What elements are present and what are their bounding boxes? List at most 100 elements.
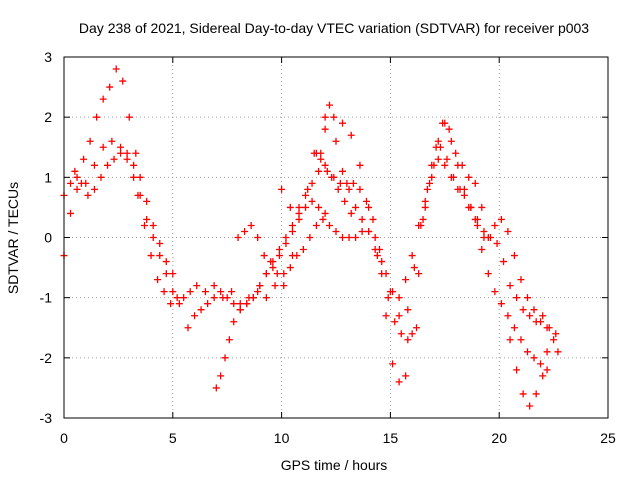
data-point <box>454 185 462 193</box>
data-point <box>526 312 534 320</box>
data-point <box>336 179 344 187</box>
data-point <box>334 185 342 193</box>
data-point <box>149 221 157 229</box>
data-point <box>143 215 151 223</box>
data-point <box>330 173 338 181</box>
data-point <box>156 240 164 248</box>
x-tick-label: 5 <box>169 430 177 446</box>
data-point <box>110 155 118 163</box>
data-point <box>415 221 423 229</box>
data-point <box>117 143 125 151</box>
data-point <box>517 336 525 344</box>
data-point <box>452 149 460 157</box>
x-tick-label: 0 <box>60 430 68 446</box>
data-point <box>93 113 101 121</box>
data-point <box>249 294 257 302</box>
data-point <box>123 149 131 157</box>
data-point <box>382 270 390 278</box>
data-point <box>275 252 283 260</box>
data-point <box>339 234 347 241</box>
data-point <box>254 234 262 241</box>
data-point <box>349 179 357 187</box>
data-point <box>162 258 170 266</box>
data-point <box>471 215 479 223</box>
data-point <box>169 288 177 296</box>
data-point <box>247 221 255 229</box>
data-point <box>293 252 301 260</box>
data-point <box>445 125 453 133</box>
data-point <box>317 149 325 157</box>
y-tick-label: -2 <box>40 350 53 366</box>
data-point <box>271 282 279 290</box>
data-point <box>339 167 347 175</box>
data-point <box>295 215 303 223</box>
data-point <box>378 258 386 266</box>
data-point <box>167 300 175 308</box>
data-point <box>143 197 151 205</box>
data-point <box>73 173 81 181</box>
data-point <box>530 306 538 314</box>
data-point <box>484 234 492 241</box>
data-point <box>147 252 155 260</box>
data-point <box>439 119 447 127</box>
data-point <box>332 227 340 235</box>
data-point <box>228 288 236 296</box>
series-track-j <box>310 149 560 338</box>
data-point <box>315 167 323 175</box>
data-point <box>321 161 329 169</box>
data-point <box>395 312 403 320</box>
data-point <box>260 252 268 260</box>
data-point <box>423 185 431 193</box>
data-point <box>173 294 181 302</box>
data-point <box>306 234 314 241</box>
data-point <box>506 282 514 290</box>
series-track-f <box>212 161 355 392</box>
data-point <box>523 294 531 302</box>
data-point <box>473 221 481 229</box>
data-point <box>236 306 244 314</box>
data-point <box>282 240 290 248</box>
data-point <box>295 203 303 211</box>
data-point <box>478 246 486 254</box>
data-point <box>132 149 140 157</box>
data-point <box>180 294 188 302</box>
data-point <box>141 221 149 229</box>
data-point <box>493 240 501 248</box>
data-point <box>347 209 355 217</box>
data-point <box>312 221 320 229</box>
data-point <box>460 191 468 199</box>
data-point <box>273 270 281 278</box>
data-point <box>99 95 107 103</box>
data-point <box>67 179 75 187</box>
data-point <box>236 300 244 308</box>
series-track-m <box>506 336 551 410</box>
data-point <box>156 252 164 260</box>
data-point <box>447 137 455 145</box>
data-point <box>519 306 527 314</box>
data-point <box>280 270 288 278</box>
data-point <box>397 330 405 338</box>
data-point <box>106 83 114 91</box>
y-tick-label: 2 <box>44 109 52 125</box>
data-point <box>197 306 205 314</box>
data-point <box>90 161 98 169</box>
data-point <box>428 173 436 181</box>
data-point <box>191 312 199 320</box>
data-point <box>325 221 333 229</box>
data-point <box>491 288 499 296</box>
data-point <box>243 300 251 308</box>
data-point <box>356 185 364 193</box>
chart-title: Day 238 of 2021, Sidereal Day-to-day VTE… <box>79 20 589 36</box>
data-point <box>434 137 442 145</box>
data-point <box>130 161 138 169</box>
data-point <box>539 312 547 320</box>
data-point <box>384 294 392 302</box>
data-point <box>217 372 225 380</box>
data-point <box>371 234 379 241</box>
data-point <box>373 252 381 260</box>
data-point <box>434 155 442 163</box>
data-point <box>125 113 133 121</box>
x-tick-label: 10 <box>274 430 290 446</box>
